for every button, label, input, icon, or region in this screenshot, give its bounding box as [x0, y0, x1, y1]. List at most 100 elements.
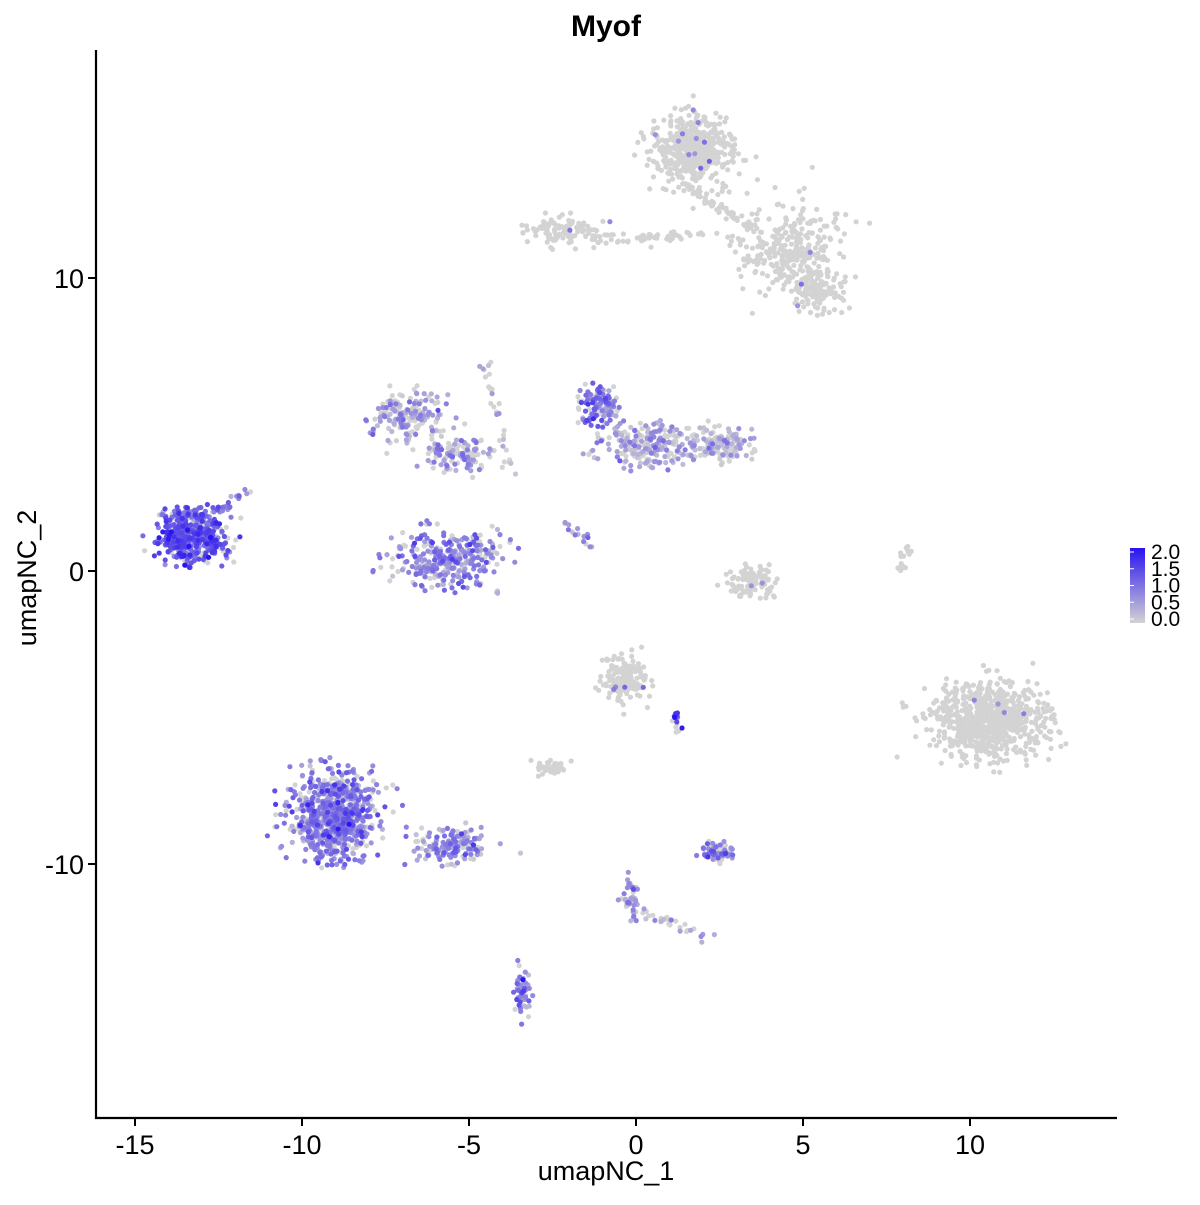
cell-point	[491, 569, 497, 575]
cell-point	[783, 229, 789, 235]
cell-point	[673, 433, 679, 439]
cell-point	[414, 857, 420, 863]
cell-point	[776, 201, 782, 207]
cell-point	[473, 446, 479, 452]
cell-point	[625, 877, 631, 883]
cell-point	[425, 852, 431, 858]
cell-point	[658, 167, 665, 173]
cell-point	[501, 459, 507, 465]
cell-point	[666, 439, 672, 446]
cell-point	[430, 465, 436, 471]
cell-point	[429, 398, 435, 404]
cell-point	[614, 239, 621, 245]
cell-point	[725, 159, 731, 166]
cell-point	[685, 121, 691, 127]
cell-point	[977, 680, 984, 686]
cell-point	[738, 273, 744, 279]
cell-point	[606, 669, 612, 675]
cell-point	[142, 548, 148, 554]
cell-point	[639, 426, 645, 432]
cell-point	[411, 848, 417, 854]
cell-point	[453, 467, 459, 473]
cell-point	[449, 454, 456, 460]
cell-point	[951, 725, 957, 731]
cell-point	[586, 451, 592, 457]
cell-point	[601, 413, 607, 419]
cell-point	[477, 582, 483, 588]
cell-point	[819, 311, 826, 317]
cell-point	[749, 211, 755, 217]
cell-point	[719, 149, 725, 155]
cell-point	[426, 445, 432, 451]
cell-point	[815, 295, 821, 301]
cell-point	[708, 431, 714, 437]
cell-point	[792, 222, 798, 228]
cell-point	[558, 761, 564, 767]
cell-point	[963, 681, 969, 687]
cell-point	[380, 835, 386, 841]
cell-point	[734, 435, 740, 441]
cell-point	[894, 754, 900, 760]
cell-point	[416, 853, 423, 859]
cell-point	[650, 465, 656, 471]
cell-point	[553, 764, 560, 770]
cell-point	[512, 471, 519, 477]
cell-point	[997, 726, 1003, 732]
cell-point	[383, 404, 389, 411]
cell-point	[726, 189, 732, 195]
cell-point	[514, 981, 520, 987]
cell-point	[625, 239, 631, 245]
cell-point	[997, 769, 1003, 776]
cell-point	[1006, 678, 1012, 684]
cell-point	[340, 850, 346, 856]
cell-point	[807, 249, 813, 255]
cell-point	[742, 256, 748, 262]
cell-point	[674, 118, 680, 124]
cell-point	[987, 761, 993, 767]
cell-point	[1048, 729, 1054, 735]
cell-point	[700, 845, 707, 852]
cell-point	[983, 731, 989, 737]
cell-point	[1034, 738, 1040, 745]
cell-point	[817, 227, 824, 233]
cell-point	[439, 863, 445, 869]
cell-point	[615, 656, 621, 662]
cell-point	[749, 573, 755, 579]
cell-point	[956, 723, 962, 729]
cell-point	[382, 414, 388, 420]
cell-point	[790, 269, 797, 275]
cell-point	[452, 590, 458, 596]
cell-point	[795, 303, 801, 309]
cell-point	[485, 362, 492, 369]
cell-point	[458, 438, 465, 444]
cell-point	[575, 229, 581, 235]
cell-point	[651, 421, 657, 427]
cell-point	[994, 732, 1000, 739]
cell-point	[426, 521, 432, 527]
cell-point	[425, 457, 431, 464]
cell-point	[327, 843, 333, 849]
cell-point	[852, 274, 859, 280]
cell-point	[418, 412, 424, 418]
cell-point	[663, 460, 669, 466]
cell-point	[983, 717, 989, 723]
cell-point	[635, 139, 641, 145]
cell-point	[936, 733, 942, 739]
cell-point	[413, 390, 420, 396]
cell-point	[594, 440, 600, 446]
cell-point	[633, 898, 639, 904]
cell-point	[701, 436, 707, 442]
cell-point	[1057, 730, 1063, 736]
cell-point	[490, 544, 496, 551]
cell-point	[734, 217, 740, 223]
cell-point	[455, 828, 461, 835]
cell-point	[355, 797, 361, 803]
cell-point	[709, 151, 715, 157]
cell-point	[497, 841, 503, 847]
cell-point	[803, 233, 809, 239]
cell-point	[450, 578, 456, 584]
cell-point	[727, 569, 734, 575]
cell-point	[748, 225, 754, 231]
cell-point	[487, 446, 493, 452]
cell-point	[730, 852, 736, 858]
